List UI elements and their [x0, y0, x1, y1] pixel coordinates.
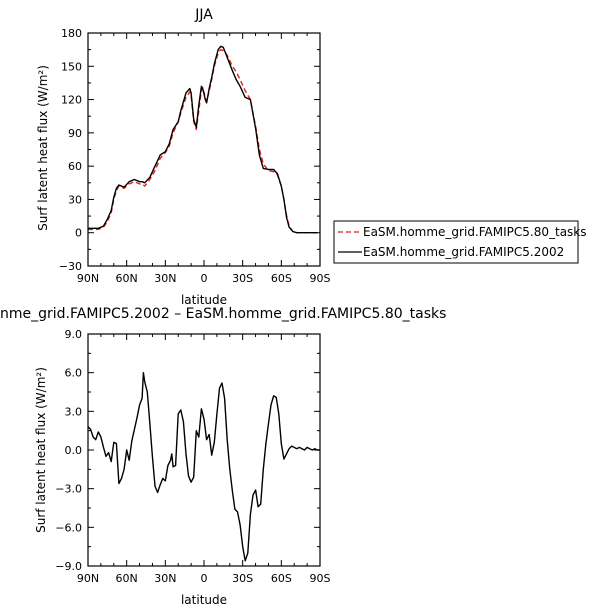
- top-y-tick-label: 90: [68, 127, 82, 140]
- top-y-tick-label: 120: [61, 94, 82, 107]
- top-chart-x-label: latitude: [181, 293, 227, 307]
- bottom-x-tick-label: 90N: [77, 572, 99, 585]
- top-x-tick-label: 60N: [116, 272, 138, 285]
- bottom-y-tick-label: 0.0: [65, 444, 83, 457]
- bottom-chart-series-1: [87, 372, 320, 562]
- top-y-tick-label: −30: [59, 260, 82, 273]
- top-chart-lines: [88, 45, 318, 234]
- bottom-y-tick-label: −6.0: [55, 521, 82, 534]
- top-chart-title: JJA: [194, 7, 213, 23]
- legend-label-series-2: EaSM.homme_grid.FAMIPC5.2002: [363, 245, 564, 259]
- bottom-x-tick-label: 90S: [310, 572, 331, 585]
- bottom-x-tick-label: 30N: [154, 572, 176, 585]
- bottom-x-tick-label: 60N: [116, 572, 138, 585]
- top-chart-y-label: Surf latent heat flux (W/m²): [36, 65, 50, 231]
- legend-label-series-1: EaSM.homme_grid.FAMIPC5.80_tasks: [363, 225, 587, 239]
- bottom-chart-panel: nme_grid.FAMIPC5.2002 – EaSM.homme_grid.…: [0, 306, 446, 607]
- top-y-tick-label: 150: [61, 60, 82, 73]
- bottom-x-tick-label: 30S: [232, 572, 253, 585]
- top-x-tick-label: 30S: [232, 272, 253, 285]
- top-chart-panel: JJA 90N 60N 30N 0 30S 60S 90S −30 0 30 60 90 120 150 1…: [36, 7, 587, 307]
- top-x-tick-label: 0: [201, 272, 208, 285]
- legend: EaSM.homme_grid.FAMIPC5.80_tasks EaSM.ho…: [333, 220, 587, 264]
- top-y-tick-label: 180: [61, 27, 82, 40]
- top-chart-axes: 90N 60N 30N 0 30S 60S 90S −30 0 30 60 90 120 150 180: [59, 27, 331, 285]
- bottom-chart-y-label: Surf latent heat flux (W/m²): [34, 367, 48, 533]
- bottom-y-tick-label: −3.0: [55, 483, 82, 496]
- top-x-tick-label: 90S: [310, 272, 331, 285]
- bottom-y-tick-label: 6.0: [65, 367, 83, 380]
- legend-box: [333, 220, 579, 264]
- bottom-chart-lines: [87, 372, 320, 562]
- top-y-tick-label: 0: [75, 227, 82, 240]
- bottom-y-tick-label: 9.0: [65, 328, 83, 341]
- top-y-tick-label: 60: [68, 160, 82, 173]
- top-chart-series-1: [88, 48, 318, 234]
- top-chart-series-2: [88, 45, 318, 234]
- top-chart-frame: [87, 32, 321, 267]
- top-x-tick-label: 30N: [154, 272, 176, 285]
- bottom-chart-axes: 90N 60N 30N 0 30S 60S 90S −9.0 −6.0 −3.0 0.0 3.0 6.0…: [55, 328, 330, 585]
- top-x-tick-label: 90N: [77, 272, 99, 285]
- bottom-chart-frame: [87, 333, 321, 567]
- bottom-y-tick-label: 3.0: [65, 405, 83, 418]
- bottom-chart-title: nme_grid.FAMIPC5.2002 – EaSM.homme_grid.…: [0, 306, 446, 322]
- bottom-x-tick-label: 0: [201, 572, 208, 585]
- bottom-x-tick-label: 60S: [271, 572, 292, 585]
- bottom-y-tick-label: −9.0: [55, 560, 82, 573]
- top-y-tick-label: 30: [68, 193, 82, 206]
- bottom-chart-x-label: latitude: [181, 593, 227, 607]
- top-x-tick-label: 60S: [271, 272, 292, 285]
